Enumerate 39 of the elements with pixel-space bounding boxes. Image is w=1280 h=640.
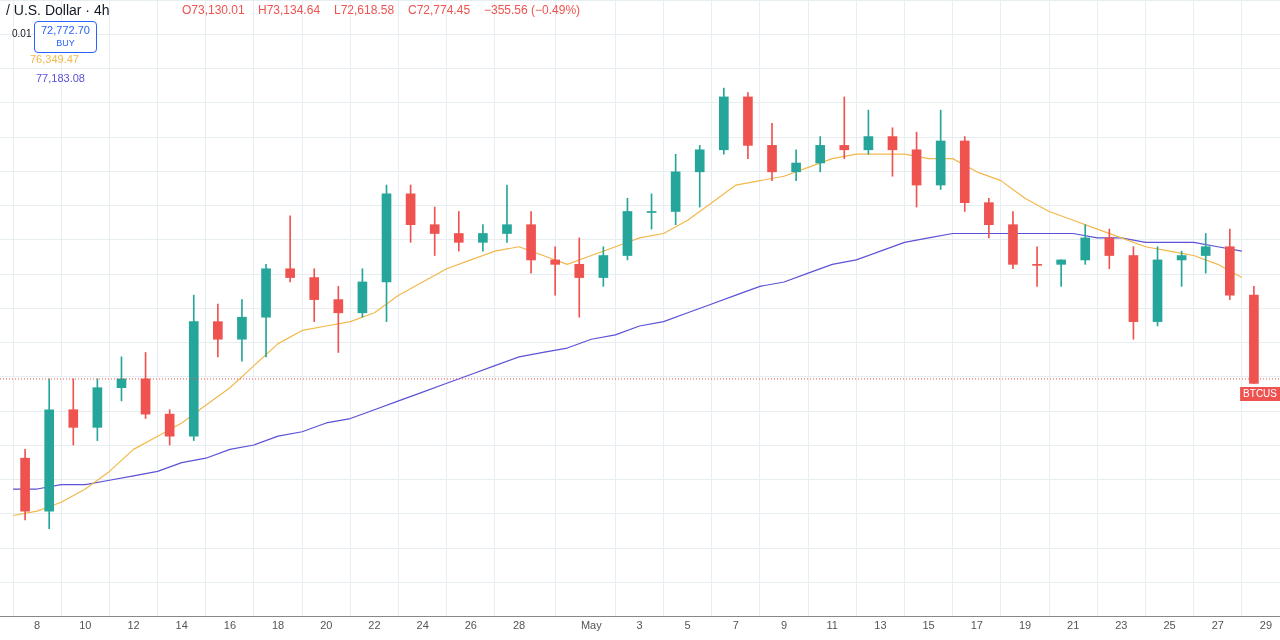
ref-line-label: BTCUS [1243, 387, 1278, 399]
x-tick-label: 18 [271, 619, 285, 632]
x-tick-label: 9 [781, 619, 788, 632]
x-tick-label: 24 [416, 619, 429, 632]
x-tick-label: 21 [1067, 619, 1080, 632]
x-tick-label: 12 [127, 619, 140, 632]
x-tick-label: 5 [684, 619, 691, 632]
text: BUY [55, 37, 76, 50]
x-tick-label: 8 [34, 619, 41, 632]
text: O73,130.01 [182, 3, 245, 17]
x-tick-label: 13 [874, 619, 887, 632]
x-tick-label: 11 [826, 619, 838, 632]
x-tick-label: 22 [368, 619, 381, 632]
text: 76,349.47 [30, 53, 79, 65]
text: L72,618.58 [334, 3, 395, 17]
x-tick-label: 7 [732, 619, 739, 632]
text: H73,134.64 [258, 3, 321, 17]
x-tick-label: 20 [320, 619, 333, 632]
candlestick [1032, 246, 1042, 287]
x-tick-label: 15 [922, 619, 935, 632]
x-tick-label: 23 [1115, 619, 1128, 632]
x-tick-label: 29 [1259, 619, 1273, 632]
x-tick-label: May [580, 619, 603, 632]
x-tick-label: 28 [512, 619, 526, 632]
text: 72,772.70 [41, 24, 90, 37]
text: 0.01 [12, 28, 32, 39]
x-tick-label: 19 [1018, 619, 1032, 632]
x-tick-label: 26 [464, 619, 477, 632]
text: 77,183.08 [36, 72, 85, 84]
x-tick-label: 17 [970, 619, 983, 632]
text: / U.S. Dollar · 4h [6, 2, 110, 18]
x-tick-label: 10 [79, 619, 92, 632]
x-tick-label: 25 [1163, 619, 1176, 632]
x-tick-label: 14 [175, 619, 188, 632]
text: C72,774.45 [408, 3, 471, 17]
x-tick-label: 27 [1211, 619, 1224, 632]
x-tick-label: 16 [223, 619, 237, 632]
x-tick-label: 3 [636, 619, 643, 632]
text: −355.56 (−0.49%) [484, 3, 581, 17]
